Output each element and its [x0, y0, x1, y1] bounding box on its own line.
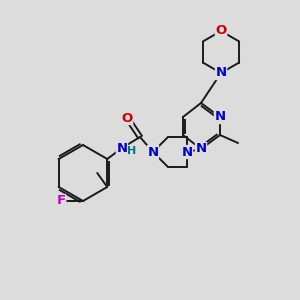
Text: F: F: [56, 194, 66, 208]
Text: N: N: [215, 67, 226, 80]
Text: N: N: [214, 110, 226, 124]
Text: H: H: [128, 146, 136, 156]
Text: O: O: [215, 25, 226, 38]
Text: N: N: [116, 142, 128, 154]
Text: N: N: [182, 146, 193, 158]
Text: N: N: [147, 146, 159, 158]
Text: O: O: [122, 112, 133, 124]
Text: N: N: [195, 142, 207, 155]
